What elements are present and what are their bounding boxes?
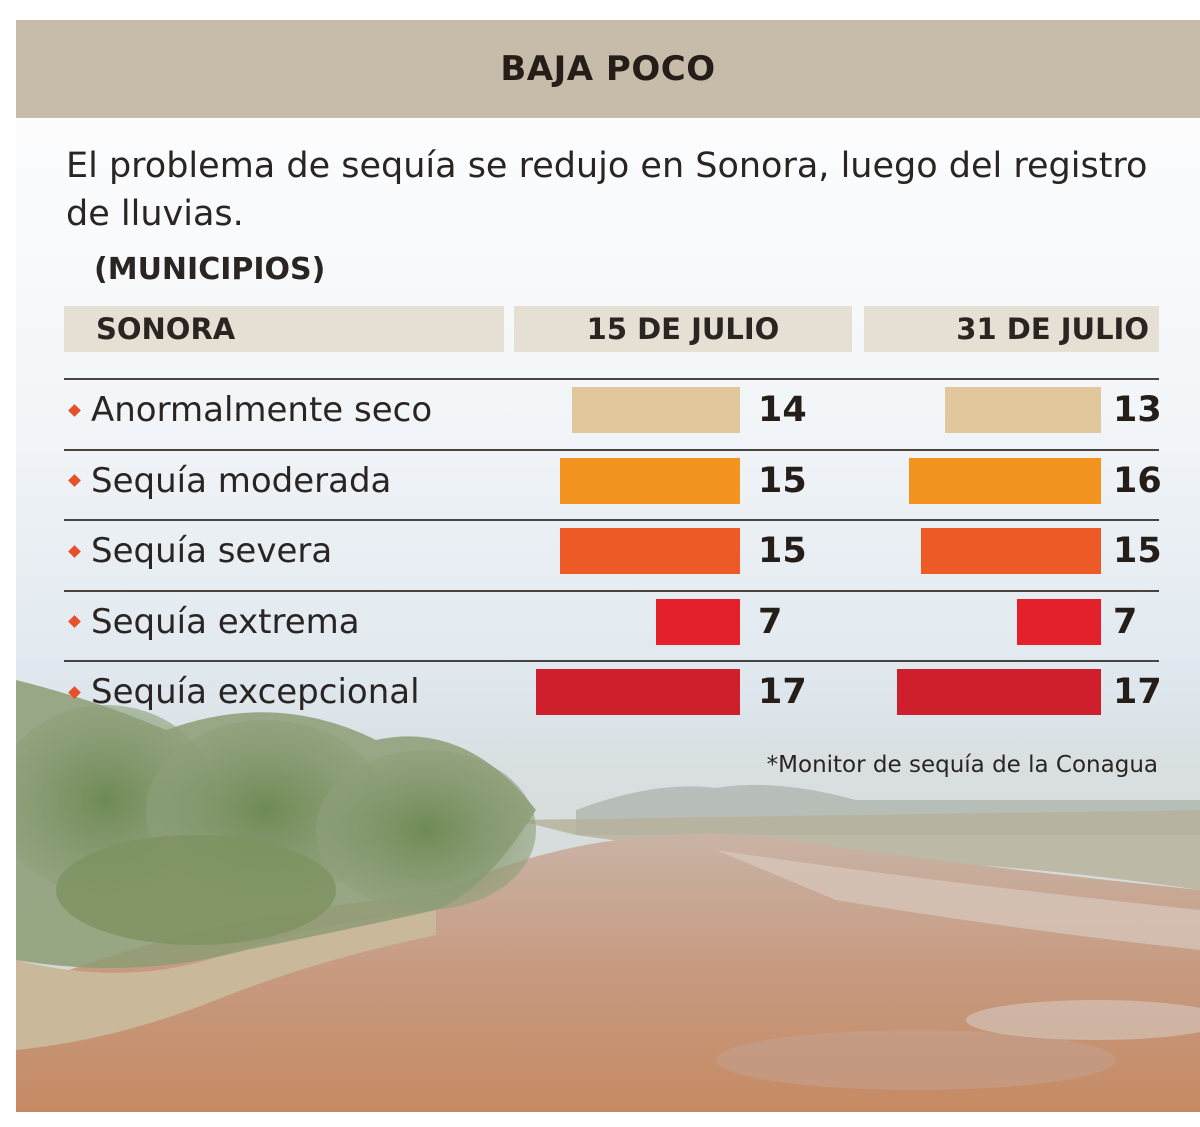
subtitle: El problema de sequía se redujo en Sonor… xyxy=(66,146,1148,234)
bullet-icon xyxy=(68,615,81,628)
data-label-1: 14 xyxy=(758,390,807,430)
bullet-icon xyxy=(68,474,81,487)
category-text: Sequía extrema xyxy=(91,601,360,642)
bar-2 xyxy=(1017,598,1101,645)
bullet-icon xyxy=(68,403,81,417)
column-header-series-2: 31 DE JULIO xyxy=(864,306,1159,352)
header-band: BAJA POCO xyxy=(16,20,1200,118)
header-title: BAJA POCO xyxy=(500,49,716,89)
bar-1 xyxy=(572,387,740,433)
data-label-1: 15 xyxy=(758,531,807,571)
data-label-2: 15 xyxy=(1113,531,1162,571)
data-label-2: 17 xyxy=(1113,672,1162,712)
row-divider xyxy=(64,660,1159,662)
data-label-2: 13 xyxy=(1113,390,1162,430)
units-label: (MUNICIPIOS) xyxy=(94,252,326,287)
category-label: Sequía severa xyxy=(66,528,332,574)
data-label-1: 17 xyxy=(758,672,807,712)
bar-1 xyxy=(656,598,740,645)
source-note: *Monitor de sequía de la Conagua xyxy=(766,752,1158,778)
category-text: Sequía severa xyxy=(91,531,333,571)
data-label-2: 16 xyxy=(1113,460,1162,501)
infographic: BAJA POCO El problema de sequía se reduj… xyxy=(16,20,1200,1112)
column-header-region: SONORA xyxy=(64,306,504,352)
data-label-2: 7 xyxy=(1113,601,1138,642)
row-divider xyxy=(64,589,1159,592)
bar-2 xyxy=(909,457,1101,504)
bar-1 xyxy=(536,669,740,715)
category-text: Anormalmente seco xyxy=(91,390,433,430)
row-divider xyxy=(64,378,1159,380)
bar-2 xyxy=(897,669,1101,715)
bar-1 xyxy=(560,528,740,574)
bar-2 xyxy=(921,528,1101,574)
bar-2 xyxy=(945,387,1101,433)
bullet-icon xyxy=(68,544,81,558)
category-label: Sequía moderada xyxy=(66,458,391,504)
category-label: Sequía extrema xyxy=(66,599,360,645)
category-label: Sequía excepcional xyxy=(66,669,420,715)
column-header-series-1: 15 DE JULIO xyxy=(514,306,852,352)
data-label-1: 7 xyxy=(758,601,783,642)
bullet-icon xyxy=(68,685,81,699)
category-text: Sequía moderada xyxy=(91,460,392,501)
river-photo-background xyxy=(16,660,1200,1112)
category-text: Sequía excepcional xyxy=(91,672,420,712)
row-divider xyxy=(64,519,1159,521)
category-label: Anormalmente seco xyxy=(66,387,432,433)
row-divider xyxy=(64,448,1159,451)
data-label-1: 15 xyxy=(758,460,807,501)
bar-1 xyxy=(560,457,740,504)
